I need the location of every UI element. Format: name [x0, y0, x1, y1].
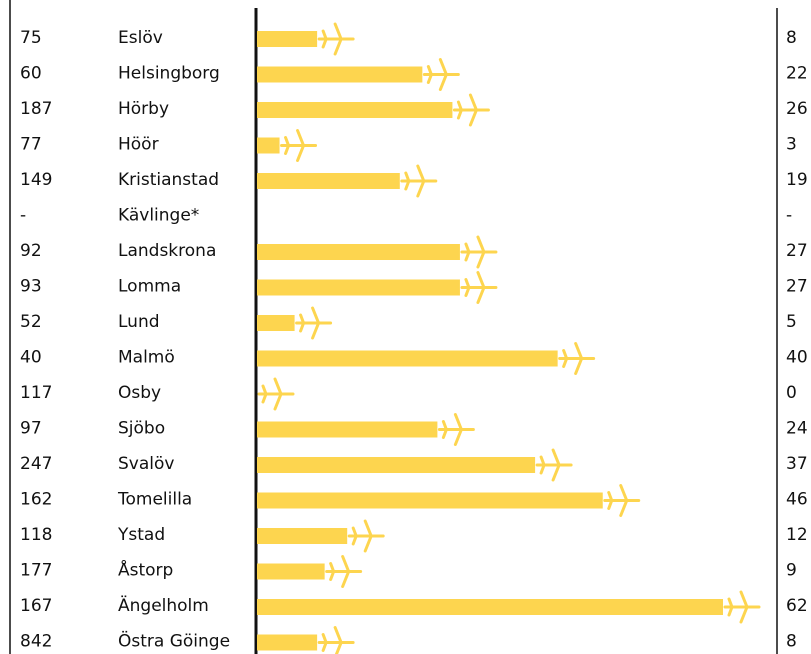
- bar: [257, 528, 348, 544]
- plane-icon: [295, 306, 333, 340]
- value-label: 62: [786, 596, 808, 616]
- bar: [257, 279, 460, 296]
- count-label: 842: [20, 632, 52, 652]
- category-label: Höör: [118, 135, 159, 155]
- bar: [257, 31, 318, 47]
- bar: [257, 563, 325, 580]
- bar: [257, 492, 603, 509]
- plane-icon: [723, 590, 761, 624]
- bar: [257, 421, 438, 438]
- count-label: 60: [20, 64, 42, 84]
- bar: [257, 599, 723, 615]
- value-label: 8: [786, 632, 797, 652]
- category-label: Kävlinge*: [118, 206, 199, 226]
- plane-icon: [452, 93, 490, 127]
- value-label: 22: [786, 64, 808, 84]
- bar: [257, 137, 280, 154]
- value-label: 9: [786, 561, 797, 581]
- category-label: Hörby: [118, 99, 169, 119]
- category-label: Kristianstad: [118, 170, 219, 190]
- count-label: 117: [20, 383, 52, 403]
- plane-icon: [603, 484, 641, 517]
- category-label: Helsingborg: [118, 64, 220, 84]
- bar: [257, 66, 423, 83]
- value-label: 37: [786, 454, 808, 474]
- bar: [257, 315, 295, 331]
- category-label: Ängelholm: [118, 595, 209, 616]
- bar: [257, 244, 460, 260]
- bar: [257, 634, 318, 651]
- plane-icon: [558, 342, 596, 375]
- category-label: Lomma: [118, 277, 181, 297]
- value-label: 46: [786, 490, 808, 510]
- count-label: 52: [20, 312, 42, 332]
- value-label: 24: [786, 419, 808, 439]
- plane-icon: [347, 519, 385, 553]
- count-label: -: [20, 206, 26, 226]
- category-label: Osby: [118, 383, 161, 403]
- count-label: 118: [20, 525, 52, 545]
- category-label: Svalöv: [118, 454, 174, 474]
- value-label: 26: [786, 99, 808, 119]
- value-label: 5: [786, 312, 797, 332]
- count-label: 177: [20, 561, 52, 581]
- value-label: 19: [786, 170, 808, 190]
- count-label: 187: [20, 99, 52, 119]
- category-label: Landskrona: [118, 241, 216, 261]
- plane-icon: [437, 413, 475, 446]
- plane-icon: [257, 377, 295, 411]
- plane-icon: [422, 58, 460, 91]
- category-label: Ystad: [117, 525, 165, 545]
- value-label: 0: [786, 383, 797, 403]
- count-label: 93: [20, 277, 42, 297]
- value-label: -: [786, 206, 792, 226]
- category-label: Östra Göinge: [118, 630, 230, 652]
- plane-icon: [280, 129, 318, 162]
- plane-icon: [400, 164, 438, 198]
- category-label: Sjöbo: [118, 419, 165, 439]
- count-label: 92: [20, 241, 42, 261]
- count-label: 77: [20, 135, 42, 155]
- bar: [257, 102, 453, 118]
- count-label: 40: [20, 348, 42, 368]
- value-label: 8: [786, 28, 797, 48]
- plane-icon: [325, 555, 363, 588]
- plane-icon: [460, 271, 498, 304]
- plane-icon: [535, 448, 573, 482]
- value-label: 40: [786, 348, 808, 368]
- value-label: 27: [786, 241, 808, 261]
- category-label: Eslöv: [118, 28, 163, 48]
- bar: [257, 457, 536, 473]
- bar: [257, 350, 558, 367]
- value-label: 3: [786, 135, 797, 155]
- plane-icon: [317, 626, 355, 654]
- count-label: 149: [20, 170, 52, 190]
- category-label: Åstorp: [118, 559, 173, 581]
- count-label: 167: [20, 596, 52, 616]
- plane-icon: [460, 235, 498, 269]
- category-label: Tomelilla: [117, 490, 192, 510]
- category-label: Lund: [118, 312, 160, 332]
- count-label: 247: [20, 454, 52, 474]
- count-label: 162: [20, 490, 52, 510]
- count-label: 75: [20, 28, 42, 48]
- value-label: 27: [786, 277, 808, 297]
- category-label: Malmö: [118, 348, 175, 368]
- bar: [257, 173, 400, 189]
- plane-icon: [317, 22, 355, 56]
- value-label: 12: [786, 525, 808, 545]
- count-label: 97: [20, 419, 42, 439]
